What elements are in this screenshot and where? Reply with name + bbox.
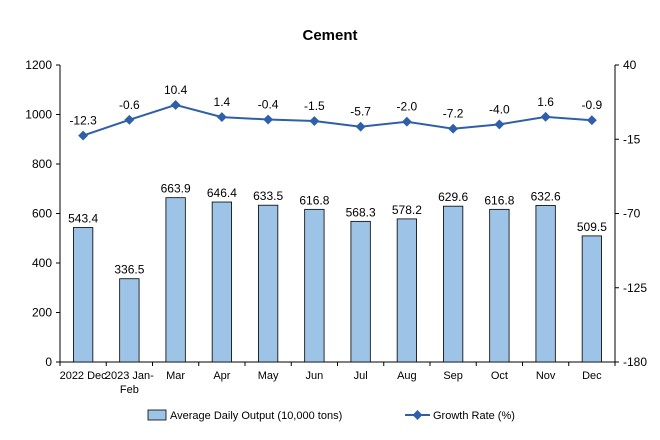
x-category-label-line: Feb — [120, 384, 139, 396]
x-category-label-line: 2022 Dec — [60, 370, 108, 382]
bar — [396, 218, 417, 363]
bar-value-label: 543.4 — [68, 212, 98, 226]
bar-value-label: 509.5 — [577, 220, 607, 234]
bar-value-label: 568.3 — [346, 205, 376, 219]
growth-rate-point — [401, 116, 412, 127]
growth-rate-line — [82, 103, 592, 137]
x-category-label-line: Jun — [306, 370, 324, 382]
x-category-label: Mar — [166, 370, 185, 382]
bar-value-label: 633.5 — [253, 189, 283, 203]
growth-rate-point — [586, 115, 597, 126]
y-left-tick-label: 0 — [45, 355, 52, 369]
x-category-label-line: Dec — [582, 370, 602, 382]
x-category-label-line: May — [258, 370, 279, 382]
line-series: -12.3 -0.6 10.4 1.4 -0.4 -1.5 -5.7 -2.0 -7.2 -4.0… — [69, 83, 603, 141]
x-category-label: Nov — [536, 370, 556, 382]
growth-rate-value-label: -0.9 — [582, 98, 603, 112]
y-left-tick-label: 1200 — [25, 58, 52, 72]
y-left-tick-label: 1000 — [25, 108, 52, 122]
bar-value-label: 616.8 — [299, 193, 329, 207]
bar-value-label: 646.4 — [207, 186, 237, 200]
growth-rate-value-label: -5.7 — [350, 105, 371, 119]
bar — [258, 204, 279, 363]
growth-rate-point — [494, 119, 505, 130]
growth-rate-point — [263, 114, 274, 125]
x-category-label: Sep — [443, 370, 463, 382]
growth-rate-point — [309, 116, 320, 126]
x-category-label-line: 2023 Jan- — [105, 370, 154, 382]
bar — [350, 220, 371, 363]
legend: Average Daily Output (10,000 tons) Growt… — [147, 409, 515, 422]
axes: 0 200 400 600 800 1000 1200 -180 -125 -70 -15 40 202… — [25, 58, 647, 396]
growth-rate-point — [170, 100, 181, 110]
growth-rate-point — [448, 123, 459, 134]
x-category-label-line: Jul — [354, 370, 368, 382]
bar-value-label: 632.6 — [531, 189, 561, 203]
x-category-label-line: Aug — [397, 370, 417, 382]
x-category-label: Aug — [397, 370, 417, 382]
growth-rate-value-label: -2.0 — [397, 100, 418, 114]
growth-rate-value-label: -0.6 — [119, 98, 140, 112]
growth-rate-value-label: -12.3 — [69, 114, 97, 128]
chart-title: Cement — [302, 27, 357, 44]
bar — [304, 208, 325, 363]
x-category-label: 2022 Dec — [60, 370, 108, 382]
x-category-label-line: Apr — [213, 370, 230, 382]
bar-value-label: 578.2 — [392, 203, 422, 217]
bar-value-label: 616.8 — [484, 193, 514, 207]
bar — [165, 197, 186, 363]
growth-rate-value-label: -7.2 — [443, 107, 464, 121]
growth-rate-point — [540, 111, 551, 122]
growth-rate-value-label: 1.6 — [537, 95, 554, 109]
bar-value-label: 336.5 — [114, 263, 144, 277]
y-right-tick-label: -180 — [623, 355, 647, 369]
bar-series: 543.4 336.5 663.9 646.4 633.5 616.8 568.3 578.2… — [68, 182, 607, 363]
bar-value-label: 629.6 — [438, 190, 468, 204]
growth-rate-value-label: -4.0 — [489, 102, 510, 116]
legend-bar-swatch — [147, 409, 167, 421]
bar — [211, 201, 232, 363]
bar — [489, 208, 510, 363]
x-category-label-line: Mar — [166, 370, 185, 382]
y-left-tick-label: 600 — [32, 207, 52, 221]
growth-rate-point — [355, 121, 366, 132]
y-right-tick-label: -15 — [623, 132, 641, 146]
x-category-label: Jun — [306, 370, 324, 382]
x-category-label: Apr — [213, 370, 230, 382]
growth-rate-value-label: -0.4 — [258, 98, 279, 112]
x-category-label: 2023 Jan- Feb — [105, 370, 154, 396]
growth-rate-point — [216, 112, 227, 123]
y-left-tick-label: 800 — [32, 157, 52, 171]
x-category-label: Dec — [582, 370, 602, 382]
y-right-tick-label: -70 — [623, 207, 641, 221]
bar — [119, 278, 140, 363]
x-category-label: Jul — [354, 370, 368, 382]
x-category-label-line: Sep — [443, 370, 463, 382]
legend-line-label: Growth Rate (%) — [433, 410, 515, 422]
x-category-label: May — [258, 370, 279, 382]
legend-bar-label: Average Daily Output (10,000 tons) — [170, 410, 342, 422]
bar-value-label: 663.9 — [161, 182, 191, 196]
x-category-label-line: Oct — [491, 370, 508, 382]
growth-rate-value-label: -1.5 — [304, 99, 325, 113]
y-left-tick-label: 200 — [32, 306, 52, 320]
y-right-tick-label: -125 — [623, 281, 647, 295]
growth-rate-value-label: 1.4 — [214, 95, 231, 109]
x-category-label-line: Nov — [536, 370, 556, 382]
bar — [443, 205, 464, 363]
bar — [581, 235, 602, 363]
legend-line-marker — [412, 410, 423, 420]
growth-rate-point — [78, 130, 89, 141]
y-left-tick-label: 400 — [32, 256, 52, 270]
growth-rate-value-label: 10.4 — [164, 83, 188, 97]
bar — [73, 227, 94, 363]
growth-rate-point — [124, 114, 135, 125]
bar — [535, 205, 556, 363]
y-right-tick-label: 40 — [623, 58, 637, 72]
x-category-label: Oct — [491, 370, 508, 382]
